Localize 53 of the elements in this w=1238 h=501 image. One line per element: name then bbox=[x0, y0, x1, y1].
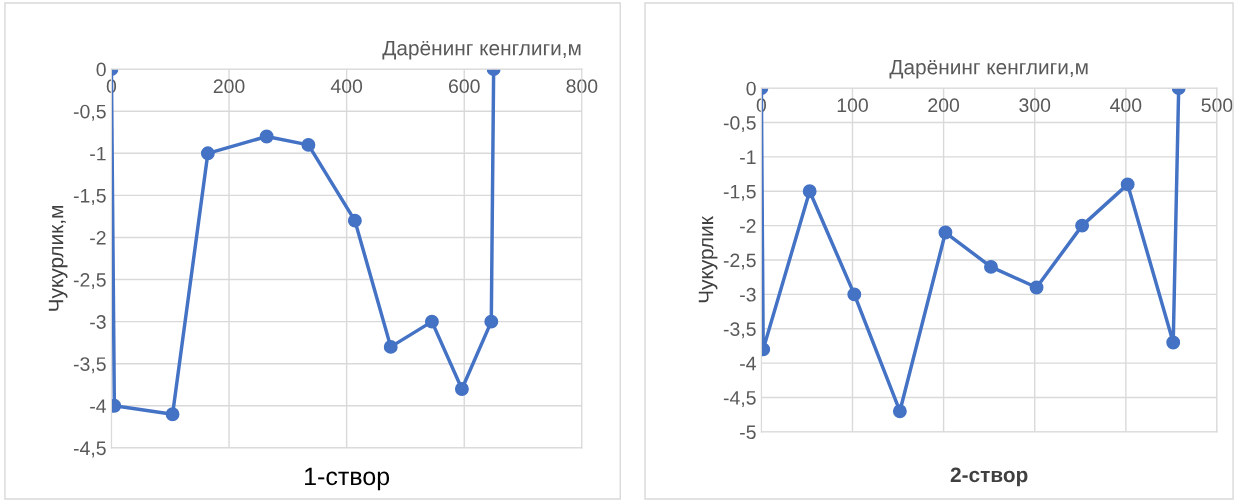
text: 2-створ bbox=[950, 467, 1028, 487]
point bbox=[200, 146, 215, 161]
y-tick-label: -2,5 bbox=[73, 273, 106, 290]
point bbox=[259, 129, 274, 144]
point bbox=[847, 287, 862, 302]
y-tick-label: -5 bbox=[740, 425, 756, 440]
point bbox=[892, 404, 907, 419]
point bbox=[165, 407, 180, 422]
y-tick-label: -3,5 bbox=[73, 357, 106, 374]
point bbox=[938, 225, 953, 240]
point bbox=[383, 339, 398, 354]
y-tick-label: -1 bbox=[90, 146, 106, 161]
y-tick-label: -2 bbox=[90, 230, 106, 245]
x-tick-label: 600 bbox=[449, 79, 480, 94]
point bbox=[1075, 218, 1090, 233]
y-tick-label: -1,5 bbox=[73, 189, 106, 205]
y-tick-label: -4,5 bbox=[723, 391, 756, 408]
y-axis-title: Чукурлик,м bbox=[48, 206, 68, 311]
y-tick-label: -1,5 bbox=[723, 184, 756, 201]
y-tick-label: -2,5 bbox=[723, 253, 756, 270]
point bbox=[1120, 177, 1135, 192]
point bbox=[984, 259, 998, 274]
x-axis-title: Дарёнинг кенглиги,м bbox=[382, 40, 581, 60]
x-tick-label: 200 bbox=[928, 98, 960, 113]
x-tick-label: 400 bbox=[330, 79, 363, 94]
point bbox=[1166, 335, 1181, 350]
y-tick-label: -4,5 bbox=[73, 441, 106, 458]
text: 1-створ bbox=[305, 467, 390, 491]
y-tick-label: -4 bbox=[90, 399, 106, 413]
point bbox=[347, 213, 362, 228]
x-tick-label: 200 bbox=[213, 79, 245, 94]
point bbox=[301, 137, 316, 152]
y-tick-label: -2 bbox=[740, 219, 756, 233]
y-tick-label: -1 bbox=[740, 150, 756, 164]
y-tick-label: -4 bbox=[740, 356, 756, 371]
point bbox=[454, 382, 469, 396]
point bbox=[424, 314, 439, 329]
y-tick-label: -0,5 bbox=[73, 104, 106, 121]
y-tick-label: -0,5 bbox=[723, 116, 756, 133]
point bbox=[802, 184, 817, 199]
y-axis-title: Чукурлик bbox=[698, 216, 718, 303]
point bbox=[484, 314, 499, 329]
x-tick-label: 500 bbox=[1201, 98, 1233, 113]
x-tick-label: 800 bbox=[566, 79, 598, 94]
x-tick-label: 100 bbox=[837, 98, 868, 113]
x-tick-label: 400 bbox=[1110, 98, 1142, 113]
point bbox=[1029, 280, 1044, 295]
y-tick-label: -3 bbox=[90, 315, 106, 329]
x-axis-title: Дарёнинг кенглиги,м bbox=[889, 59, 1088, 79]
y-tick-label: 0 bbox=[96, 62, 106, 77]
y-tick-label: -3,5 bbox=[723, 322, 756, 339]
x-tick-label: 300 bbox=[1019, 98, 1051, 113]
y-tick-label: -3 bbox=[740, 287, 756, 302]
